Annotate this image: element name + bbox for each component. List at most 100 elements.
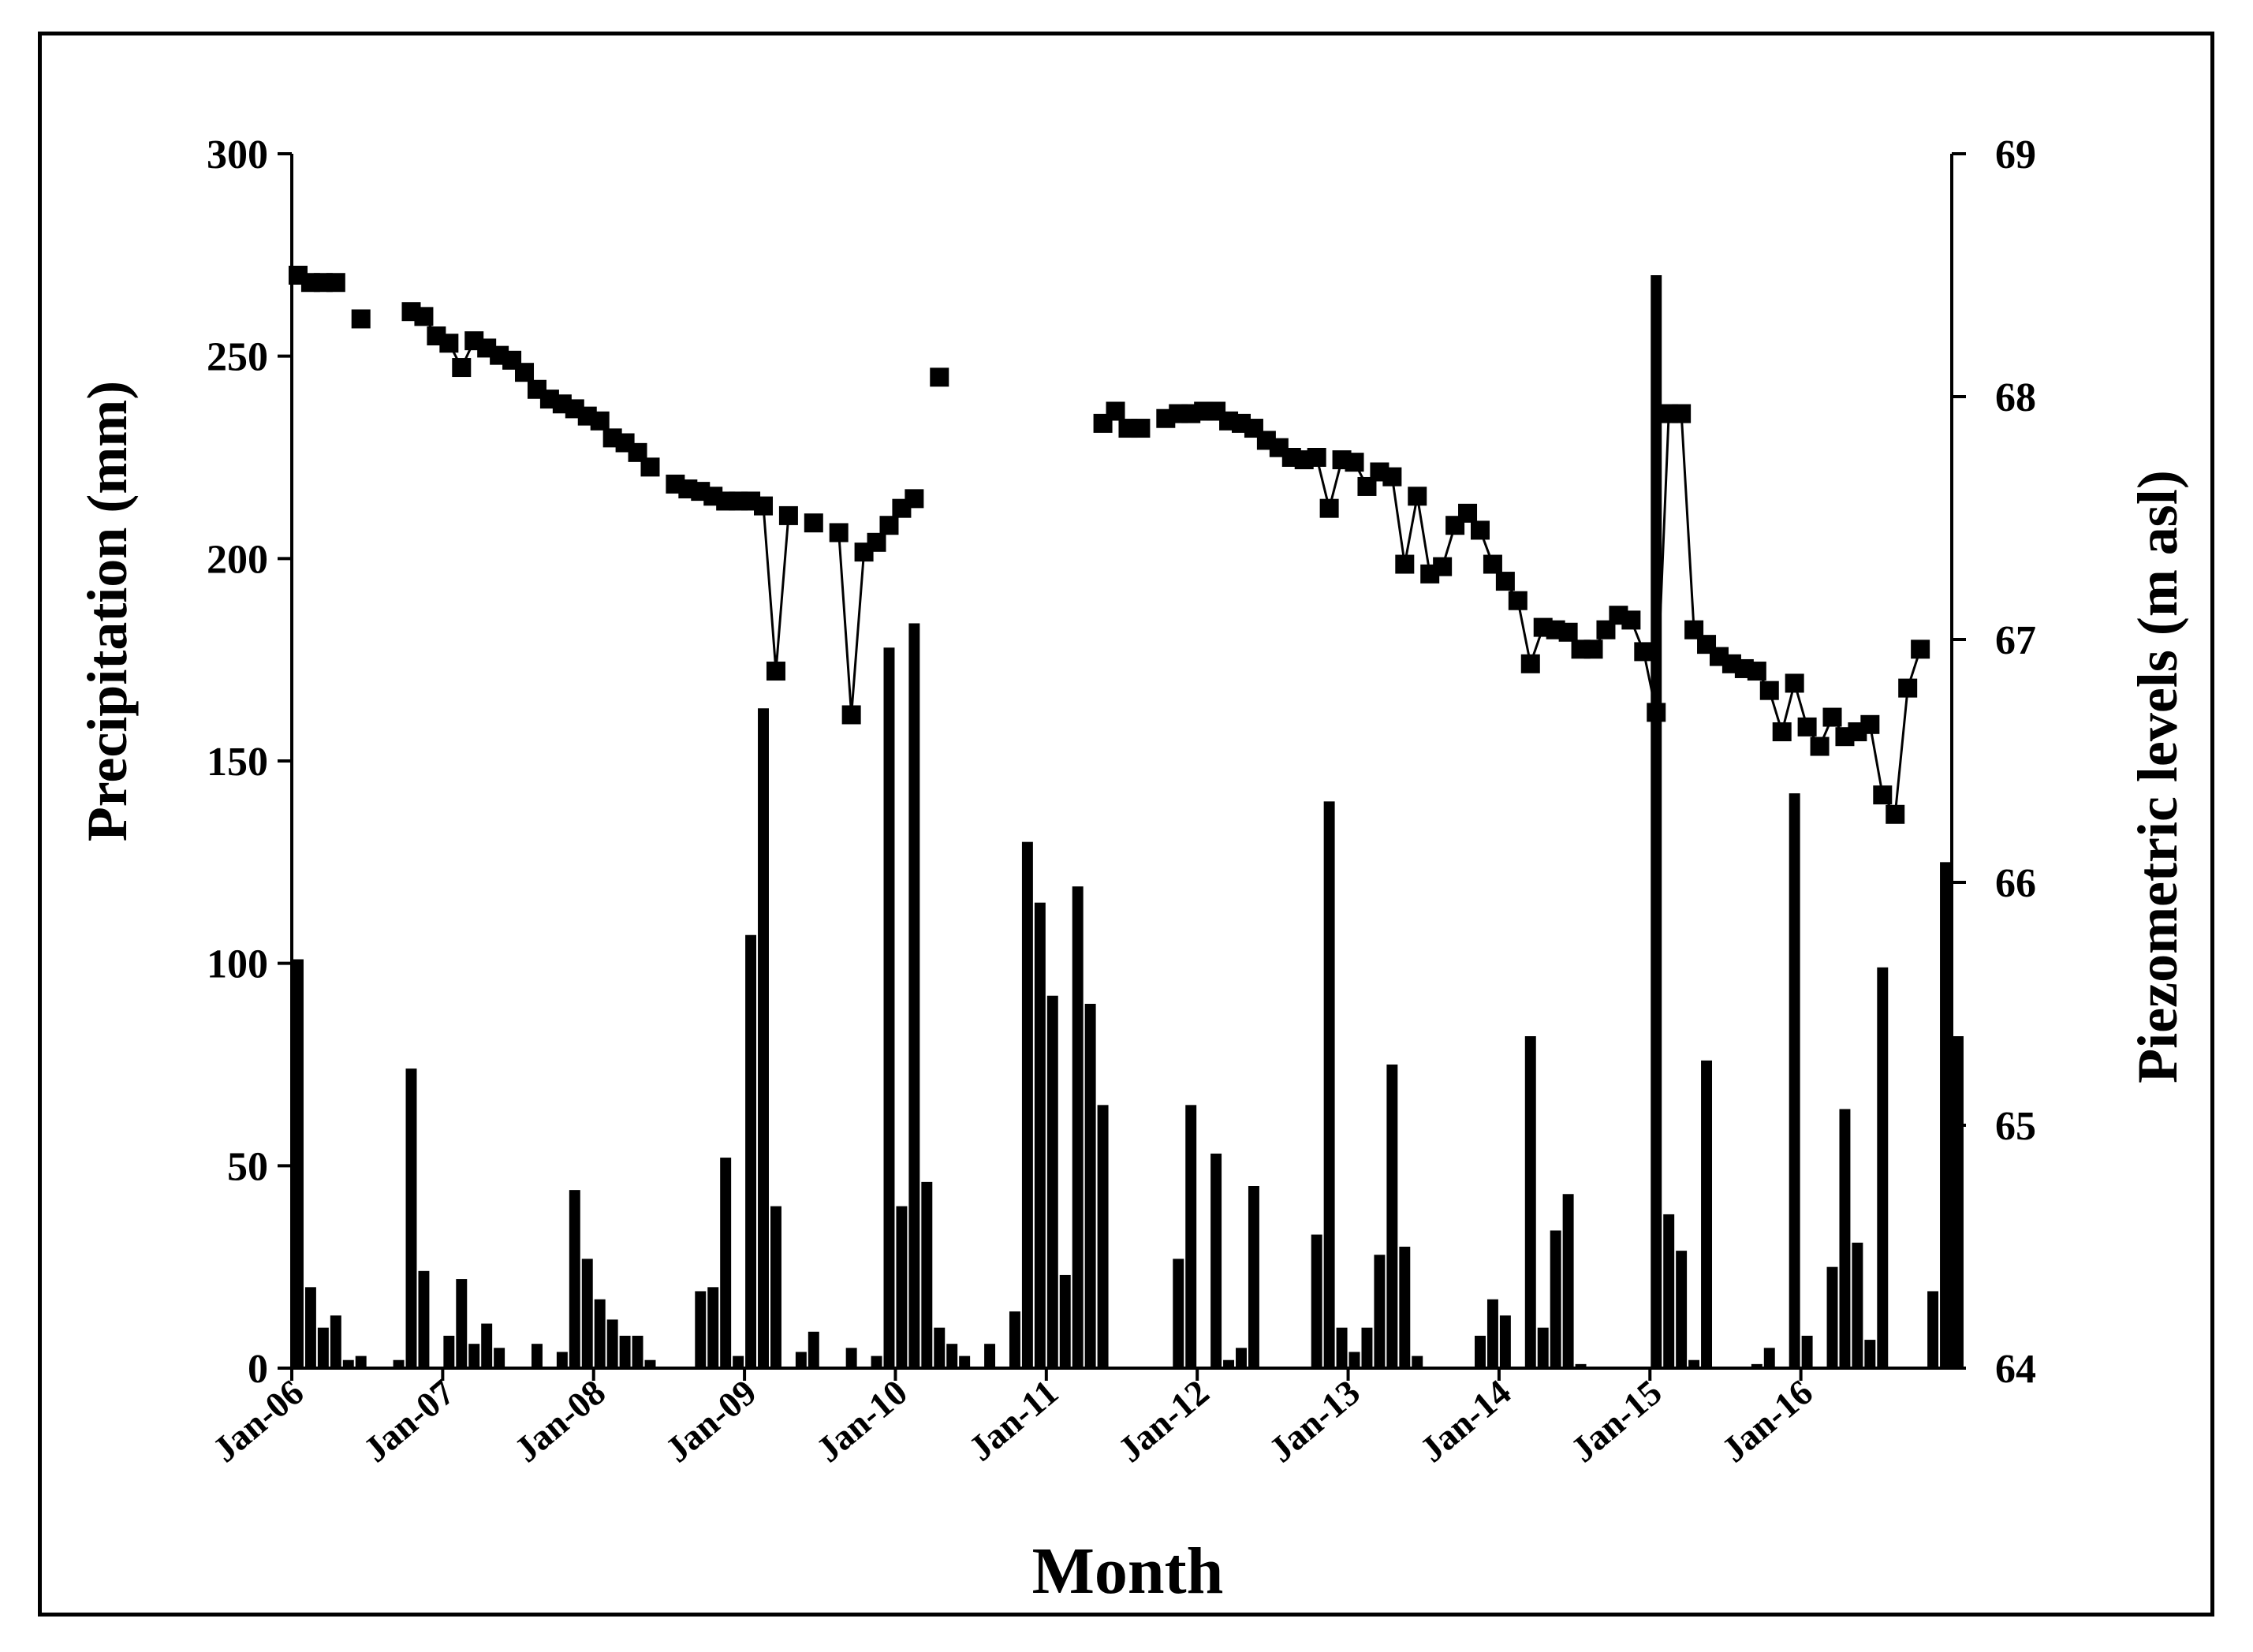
precipitation-bar [468,1344,480,1368]
piezometric-point [1898,678,1918,698]
precipitation-bar [1084,1004,1096,1368]
piezometric-point [930,367,949,387]
piezometric-point [1822,707,1842,727]
precipitation-bar [619,1335,631,1368]
piezometric-point [804,513,823,533]
piezometric-point [1458,503,1478,523]
piezometric-point [867,532,886,552]
y2-tick-label: 64 [1995,1347,2036,1392]
y-tick-label: 300 [207,132,268,177]
precipitation-bar [808,1331,819,1368]
precipitation-bar [293,959,304,1368]
precipitation-bar [1826,1266,1838,1368]
piezometric-point [1307,448,1326,467]
piezometric-point [905,489,924,509]
x-axis-title: Month [1032,1535,1224,1608]
x-tick-label: Jan-14 [1412,1372,1519,1470]
precipitation-bar [304,1287,316,1368]
precipitation-bar [921,1181,933,1368]
piezometric-point [1131,419,1151,438]
precipitation-bar [1839,1109,1851,1368]
precipitation-bar [1940,862,1951,1368]
precipitation-bar [733,1356,744,1368]
axes [278,152,1966,1381]
precipitation-bar [1059,1274,1071,1368]
piezometric-point [1772,722,1792,742]
precipitation-bar [1021,841,1033,1368]
piezometric-point [1873,785,1893,805]
precipitation-bar [1323,801,1335,1368]
precipitation-bar [1688,1359,1700,1368]
precipitation-bar [1210,1153,1222,1368]
precipitation-bar [946,1344,958,1368]
precipitation-bar [896,1206,908,1368]
piezometric-point [414,307,434,326]
precipitation-bar [720,1158,732,1368]
precipitation-bar [330,1315,341,1368]
y2-axis-title: Piezometric levels (m asl) [2126,470,2189,1083]
precipitation-bar [1072,886,1084,1368]
piezometric-point [1647,703,1666,722]
x-tick-label: Jan-08 [507,1372,614,1470]
x-tick-label: Jan-16 [1714,1372,1820,1470]
precipitation-bar [443,1335,455,1368]
piezometric-line-segment [1165,409,1922,819]
piezometric-point [1621,610,1641,630]
precipitation-bar [393,1359,405,1368]
y-tick-label: 200 [207,537,268,582]
piezometric-point [1470,520,1490,540]
piezometric-point [1759,681,1779,700]
precipitation-bar [1361,1327,1373,1368]
precipitation-bar [707,1287,719,1368]
y2-tick-label: 67 [1995,618,2036,663]
piezometric-series [288,266,1930,824]
precipitation-bar [795,1352,807,1368]
x-tick-label: Jan-07 [356,1372,462,1470]
x-tick-label: Jan-11 [961,1372,1066,1469]
precipitation-bar [908,623,920,1368]
precipitation-bar [845,1348,857,1368]
precipitation-bar [1236,1348,1247,1368]
precipitation-bar [418,1270,430,1368]
precipitation-bar [481,1323,493,1368]
precipitation-bar [695,1291,707,1368]
piezometric-point [1797,717,1817,737]
precipitation-bar [581,1259,593,1368]
precipitation-bar [1676,1251,1688,1368]
piezometric-point [754,496,774,516]
y-tick-label: 50 [227,1144,268,1189]
precipitation-bar [1651,275,1662,1368]
precipitation-bar [1864,1340,1876,1368]
precipitation-bar [1311,1234,1322,1368]
y-tick-label: 150 [207,740,268,785]
piezometric-point [1583,640,1603,659]
precipitation-bar [1562,1194,1574,1368]
piezometric-point [1785,673,1804,693]
piezometric-point [1483,554,1502,574]
piezometric-point [1319,498,1339,518]
y-tick-label: 100 [207,942,268,987]
precipitation-bar [1248,1186,1259,1368]
precipitation-bar [1927,1291,1939,1368]
precipitation-bar [355,1356,367,1368]
piezometric-point [1106,401,1125,421]
precipitation-bar [569,1190,580,1368]
precipitation-bar [1524,1036,1536,1368]
precipitation-bar [632,1335,643,1368]
precipitation-bar [1486,1299,1498,1368]
precipitation-bar [1374,1255,1386,1368]
precipitation-bar [1499,1315,1511,1368]
y2-tick-label: 68 [1995,375,2036,420]
piezometric-point [1408,487,1427,506]
x-tick-label: Jan-10 [808,1372,915,1470]
precipitation-bar [1097,1105,1109,1368]
precipitation-bar [594,1299,606,1368]
precipitation-bar [959,1356,971,1368]
precipitation-bar [883,647,895,1368]
piezometric-point [326,273,345,293]
piezometric-line-segment [837,498,916,715]
precipitation-bar [1336,1327,1348,1368]
precipitation-bar [1701,1060,1713,1368]
precipitation-bar [494,1348,505,1368]
piezometric-point [1860,714,1880,734]
